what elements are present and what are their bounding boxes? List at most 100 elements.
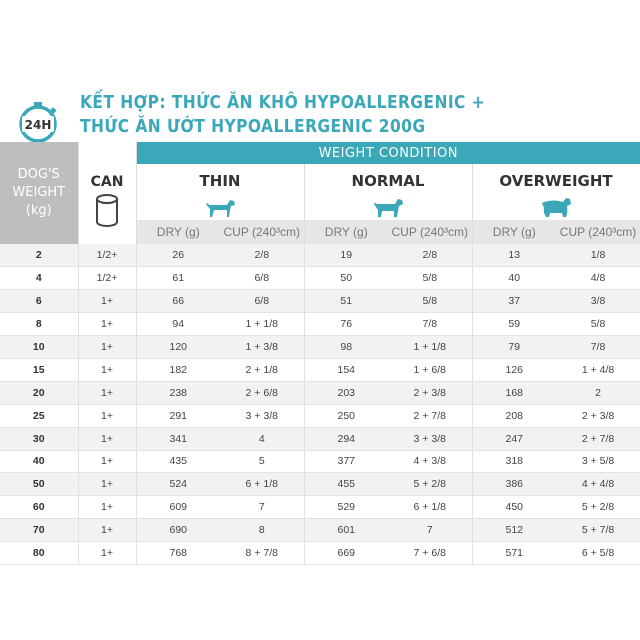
thin-cup-cell: 8 + 7/8 <box>220 541 305 565</box>
thin-dry-cell: 524 <box>136 472 220 497</box>
normal-dry-cell: 377 <box>304 450 388 474</box>
can-header: CAN <box>77 142 137 244</box>
thin-dry-cell: 238 <box>136 381 220 405</box>
can-cell: 1+ <box>77 289 137 314</box>
normal-dry-cell: 51 <box>304 289 388 314</box>
table-row: 60 1+ 609 7 529 6 + 1/8 450 5 + 2/8 <box>0 495 640 520</box>
weight-condition-header: WEIGHT CONDITION <box>136 142 640 164</box>
weight-cell: 10 <box>0 335 78 359</box>
table-row: 25 1+ 291 3 + 3/8 250 2 + 7/8 208 2 + 3/8 <box>0 404 640 428</box>
overweight-cup-cell: 3/8 <box>556 289 640 314</box>
overweight-cup-cell: 2 <box>556 381 640 405</box>
normal-dry-cell: 19 <box>304 244 388 268</box>
normal-dry-cell: 601 <box>304 518 388 543</box>
can-cell: 1+ <box>77 472 137 497</box>
thin-cup-header: CUP (240³cm) <box>220 220 305 244</box>
weight-cell: 4 <box>0 266 78 291</box>
normal-cup-cell: 2/8 <box>388 244 473 268</box>
condition-thin-label: THIN <box>199 172 241 190</box>
weight-cell: 6 <box>0 289 78 314</box>
weight-cell: 40 <box>0 450 78 474</box>
thin-cup-cell: 6/8 <box>220 266 305 291</box>
can-label: CAN <box>90 174 124 190</box>
normal-cup-header: CUP (240³cm) <box>388 220 473 244</box>
table-row: 8 1+ 94 1 + 1/8 76 7/8 59 5/8 <box>0 312 640 337</box>
weight-cell: 15 <box>0 358 78 382</box>
normal-dry-cell: 50 <box>304 266 388 291</box>
weight-cell: 20 <box>0 381 78 405</box>
overweight-dry-header: DRY (g) <box>472 220 556 244</box>
normal-cup-cell: 5 + 2/8 <box>388 472 473 497</box>
weight-cell: 2 <box>0 244 78 268</box>
can-icon <box>96 194 118 227</box>
overweight-dry-cell: 79 <box>472 335 556 359</box>
table-row: 2 1/2+ 26 2/8 19 2/8 13 1/8 <box>0 244 640 268</box>
thin-cup-cell: 6/8 <box>220 289 305 314</box>
dog-normal-icon <box>374 199 403 217</box>
weight-header-line2: WEIGHT <box>12 185 66 200</box>
weight-header-line1: DOG'S <box>17 167 60 182</box>
overweight-cup-cell: 1/8 <box>556 244 640 268</box>
thin-dry-cell: 341 <box>136 427 220 451</box>
thin-cup-cell: 1 + 1/8 <box>220 312 305 337</box>
overweight-dry-cell: 318 <box>472 450 556 474</box>
table-row: 80 1+ 768 8 + 7/8 669 7 + 6/8 571 6 + 5/8 <box>0 541 640 565</box>
title-line-2: THỨC ĂN ƯỚT HYPOALLERGENIC 200G <box>80 116 426 137</box>
weight-cell: 70 <box>0 518 78 543</box>
overweight-cup-cell: 5/8 <box>556 312 640 337</box>
condition-thin: THIN <box>136 164 305 220</box>
table-row: 6 1+ 66 6/8 51 5/8 37 3/8 <box>0 289 640 314</box>
thin-dry-cell: 120 <box>136 335 220 359</box>
table-row: 4 1/2+ 61 6/8 50 5/8 40 4/8 <box>0 266 640 291</box>
overweight-cup-cell: 3 + 5/8 <box>556 450 640 474</box>
weight-cell: 50 <box>0 472 78 497</box>
weight-cell: 8 <box>0 312 78 337</box>
overweight-dry-cell: 40 <box>472 266 556 291</box>
overweight-dry-cell: 571 <box>472 541 556 565</box>
can-cell: 1+ <box>77 450 137 474</box>
table-row: 20 1+ 238 2 + 6/8 203 2 + 3/8 168 2 <box>0 381 640 405</box>
normal-dry-cell: 76 <box>304 312 388 337</box>
dog-thin-icon <box>206 200 235 217</box>
overweight-dry-cell: 208 <box>472 404 556 428</box>
overweight-cup-cell: 4/8 <box>556 266 640 291</box>
can-cell: 1+ <box>77 358 137 382</box>
thin-dry-cell: 66 <box>136 289 220 314</box>
thin-cup-cell: 4 <box>220 427 305 451</box>
overweight-cup-cell: 7/8 <box>556 335 640 359</box>
normal-cup-cell: 7 <box>388 518 473 543</box>
thin-cup-cell: 2 + 6/8 <box>220 381 305 405</box>
title-block: 24H KẾT HỢP: THỨC ĂN KHÔ HYPOALLERGENIC … <box>14 90 634 143</box>
normal-cup-cell: 5/8 <box>388 266 473 291</box>
thin-dry-cell: 768 <box>136 541 220 565</box>
weight-cell: 25 <box>0 404 78 428</box>
condition-normal: NORMAL <box>304 164 473 220</box>
weight-cell: 30 <box>0 427 78 451</box>
normal-cup-cell: 5/8 <box>388 289 473 314</box>
overweight-dry-cell: 450 <box>472 495 556 520</box>
normal-dry-header: DRY (g) <box>304 220 388 244</box>
condition-normal-label: NORMAL <box>351 172 425 190</box>
thin-dry-cell: 94 <box>136 312 220 337</box>
feeding-table: DOG'S WEIGHT (kg) CAN WEIGHT CONDITION T… <box>0 142 640 565</box>
normal-cup-cell: 1 + 1/8 <box>388 335 473 359</box>
overweight-cup-cell: 5 + 7/8 <box>556 518 640 543</box>
dog-overweight-icon <box>542 198 572 217</box>
condition-overweight: OVERWEIGHT <box>472 164 640 220</box>
table-row: 10 1+ 120 1 + 3/8 98 1 + 1/8 79 7/8 <box>0 335 640 359</box>
thin-cup-cell: 5 <box>220 450 305 474</box>
table-row: 15 1+ 182 2 + 1/8 154 1 + 6/8 126 1 + 4/8 <box>0 358 640 382</box>
can-cell: 1/2+ <box>77 266 137 291</box>
thin-cup-cell: 3 + 3/8 <box>220 404 305 428</box>
normal-dry-cell: 250 <box>304 404 388 428</box>
overweight-cup-cell: 6 + 5/8 <box>556 541 640 565</box>
can-cell: 1+ <box>77 335 137 359</box>
overweight-cup-cell: 5 + 2/8 <box>556 495 640 520</box>
overweight-dry-cell: 247 <box>472 427 556 451</box>
normal-cup-cell: 1 + 6/8 <box>388 358 473 382</box>
overweight-dry-cell: 386 <box>472 472 556 497</box>
weight-header-line3: (kg) <box>25 203 52 218</box>
overweight-dry-cell: 13 <box>472 244 556 268</box>
thin-dry-cell: 609 <box>136 495 220 520</box>
normal-dry-cell: 294 <box>304 427 388 451</box>
